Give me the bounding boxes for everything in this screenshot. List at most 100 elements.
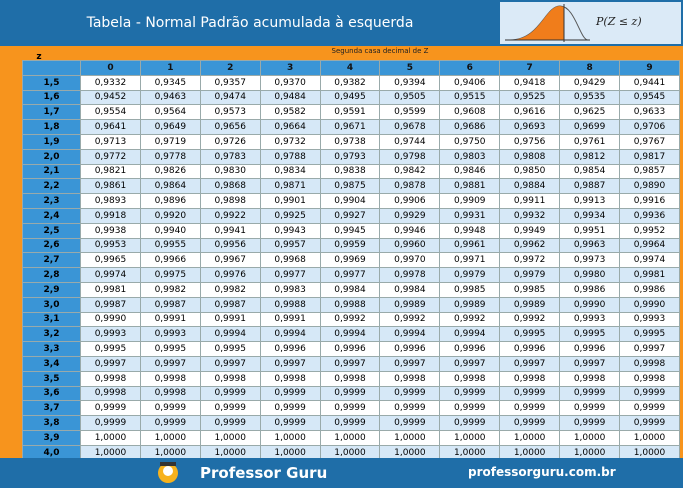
cell: 0,9989 (499, 296, 561, 313)
cell: 0,9999 (259, 385, 321, 402)
cell: 0,9854 (559, 163, 621, 180)
cell: 0,9994 (439, 326, 501, 343)
column-header: 0 (80, 60, 141, 76)
column-header: 6 (439, 60, 501, 76)
cell: 0,9929 (379, 207, 441, 224)
row: 1,5 0,9332 0,9345 0,9357 0,9370 0,9382 0,9394 0… (22, 74, 680, 91)
z-cell: 3,1 (22, 311, 81, 328)
cell: 0,9997 (499, 355, 561, 372)
table: 0 1 2 3 4 5 6 7 8 9 1,5 0,9332 0,9345 0,9357 0,9370 0,9… (22, 60, 680, 461)
cell: 0,9693 (499, 119, 561, 135)
cell: 0,9554 (80, 104, 141, 121)
cell: 0,9943 (259, 222, 321, 239)
cell: 0,9756 (499, 133, 561, 150)
cell: 0,9994 (259, 326, 321, 343)
column-header: 3 (259, 60, 321, 76)
cell: 0,9803 (439, 148, 501, 165)
cell: 0,9998 (139, 385, 201, 402)
column-header: 1 (139, 60, 201, 76)
cell: 0,9808 (499, 148, 561, 165)
cell: 0,9656 (199, 119, 261, 135)
cell: 0,9998 (499, 370, 561, 387)
cell: 0,9985 (439, 281, 501, 298)
cell: 0,9996 (259, 341, 321, 357)
row: 1,9 0,9713 0,9719 0,9726 0,9732 0,9738 0,9744 0… (22, 133, 680, 150)
cell: 0,9641 (80, 119, 141, 135)
column-header: 4 (319, 60, 381, 76)
row: 3,3 0,9995 0,9995 0,9995 0,9996 0,9996 0,9996 0… (22, 341, 680, 357)
cell: 0,9996 (379, 341, 441, 357)
cell: 0,9664 (259, 119, 321, 135)
z-cell: 2,3 (22, 193, 81, 209)
cell: 0,9890 (619, 178, 680, 195)
row: 1,7 0,9554 0,9564 0,9573 0,9582 0,9591 0,9599 0… (22, 104, 680, 121)
cell: 0,9998 (439, 370, 501, 387)
z-cell: 2,5 (22, 222, 81, 239)
cell: 0,9972 (499, 252, 561, 269)
cell: 0,9357 (199, 74, 261, 91)
cell: 0,9750 (439, 133, 501, 150)
cell: 0,9515 (439, 89, 501, 106)
cell: 0,9934 (559, 207, 621, 224)
cell: 0,9974 (80, 267, 141, 283)
cell: 0,9999 (559, 385, 621, 402)
cell: 0,9968 (259, 252, 321, 269)
cell: 0,9982 (199, 281, 261, 298)
bell-curve (505, 4, 590, 42)
row: 3,1 0,9990 0,9991 0,9991 0,9991 0,9992 0,9992 0… (22, 311, 680, 328)
cell: 0,9999 (439, 385, 501, 402)
cell: 0,9990 (559, 296, 621, 313)
row: 3,6 0,9998 0,9998 0,9999 0,9999 0,9999 0,9999 0… (22, 385, 680, 402)
cell: 0,9625 (559, 104, 621, 121)
cell: 1,0000 (319, 429, 381, 446)
cell: 0,9898 (199, 193, 261, 209)
cell: 0,9995 (619, 326, 680, 343)
cell: 0,9997 (80, 355, 141, 372)
header-bar: Tabela - Normal Padrão acumulada à esque… (0, 0, 683, 46)
cell: 0,9861 (80, 178, 141, 195)
cell: 0,9985 (499, 281, 561, 298)
cell: 0,9909 (439, 193, 501, 209)
formula-box: P(Z ≤ z) (500, 2, 681, 44)
cell: 0,9996 (439, 341, 501, 357)
cell: 0,9995 (559, 326, 621, 343)
cell: 0,9452 (80, 89, 141, 106)
cell: 0,9920 (139, 207, 201, 224)
cell: 0,9999 (259, 400, 321, 417)
cell: 0,9999 (319, 415, 381, 431)
cell: 0,9997 (319, 355, 381, 372)
cell: 1,0000 (499, 429, 561, 446)
row: 1,8 0,9641 0,9649 0,9656 0,9664 0,9671 0,9678 0… (22, 119, 680, 135)
cell: 0,9973 (559, 252, 621, 269)
z-cell: 3,7 (22, 400, 81, 417)
cell: 0,9987 (139, 296, 201, 313)
z-cell: 3,3 (22, 341, 81, 357)
cell: 0,9945 (319, 222, 381, 239)
cell: 0,9838 (319, 163, 381, 180)
cell: 0,9969 (319, 252, 381, 269)
cell: 1,0000 (199, 444, 261, 461)
cell: 1,0000 (259, 429, 321, 446)
cell: 0,9996 (559, 341, 621, 357)
cell: 0,9999 (559, 415, 621, 431)
cell: 0,9981 (80, 281, 141, 298)
column-header: 2 (199, 60, 261, 76)
cell: 0,9925 (259, 207, 321, 224)
cell: 0,9995 (139, 341, 201, 357)
cell: 0,9999 (199, 415, 261, 431)
cell: 0,9984 (379, 281, 441, 298)
cell: 0,9713 (80, 133, 141, 150)
row: 2,2 0,9861 0,9864 0,9868 0,9871 0,9875 0,9878 0… (22, 178, 680, 195)
cell: 0,9783 (199, 148, 261, 165)
cell: 0,9952 (619, 222, 680, 239)
column-header: 5 (379, 60, 441, 76)
cell: 0,9988 (259, 296, 321, 313)
cell: 1,0000 (139, 444, 201, 461)
cell: 0,9993 (559, 311, 621, 328)
cell: 0,9995 (199, 341, 261, 357)
cell: 0,9999 (199, 400, 261, 417)
cell: 0,9830 (199, 163, 261, 180)
z-cell: 3,8 (22, 415, 81, 431)
cell: 0,9995 (80, 341, 141, 357)
